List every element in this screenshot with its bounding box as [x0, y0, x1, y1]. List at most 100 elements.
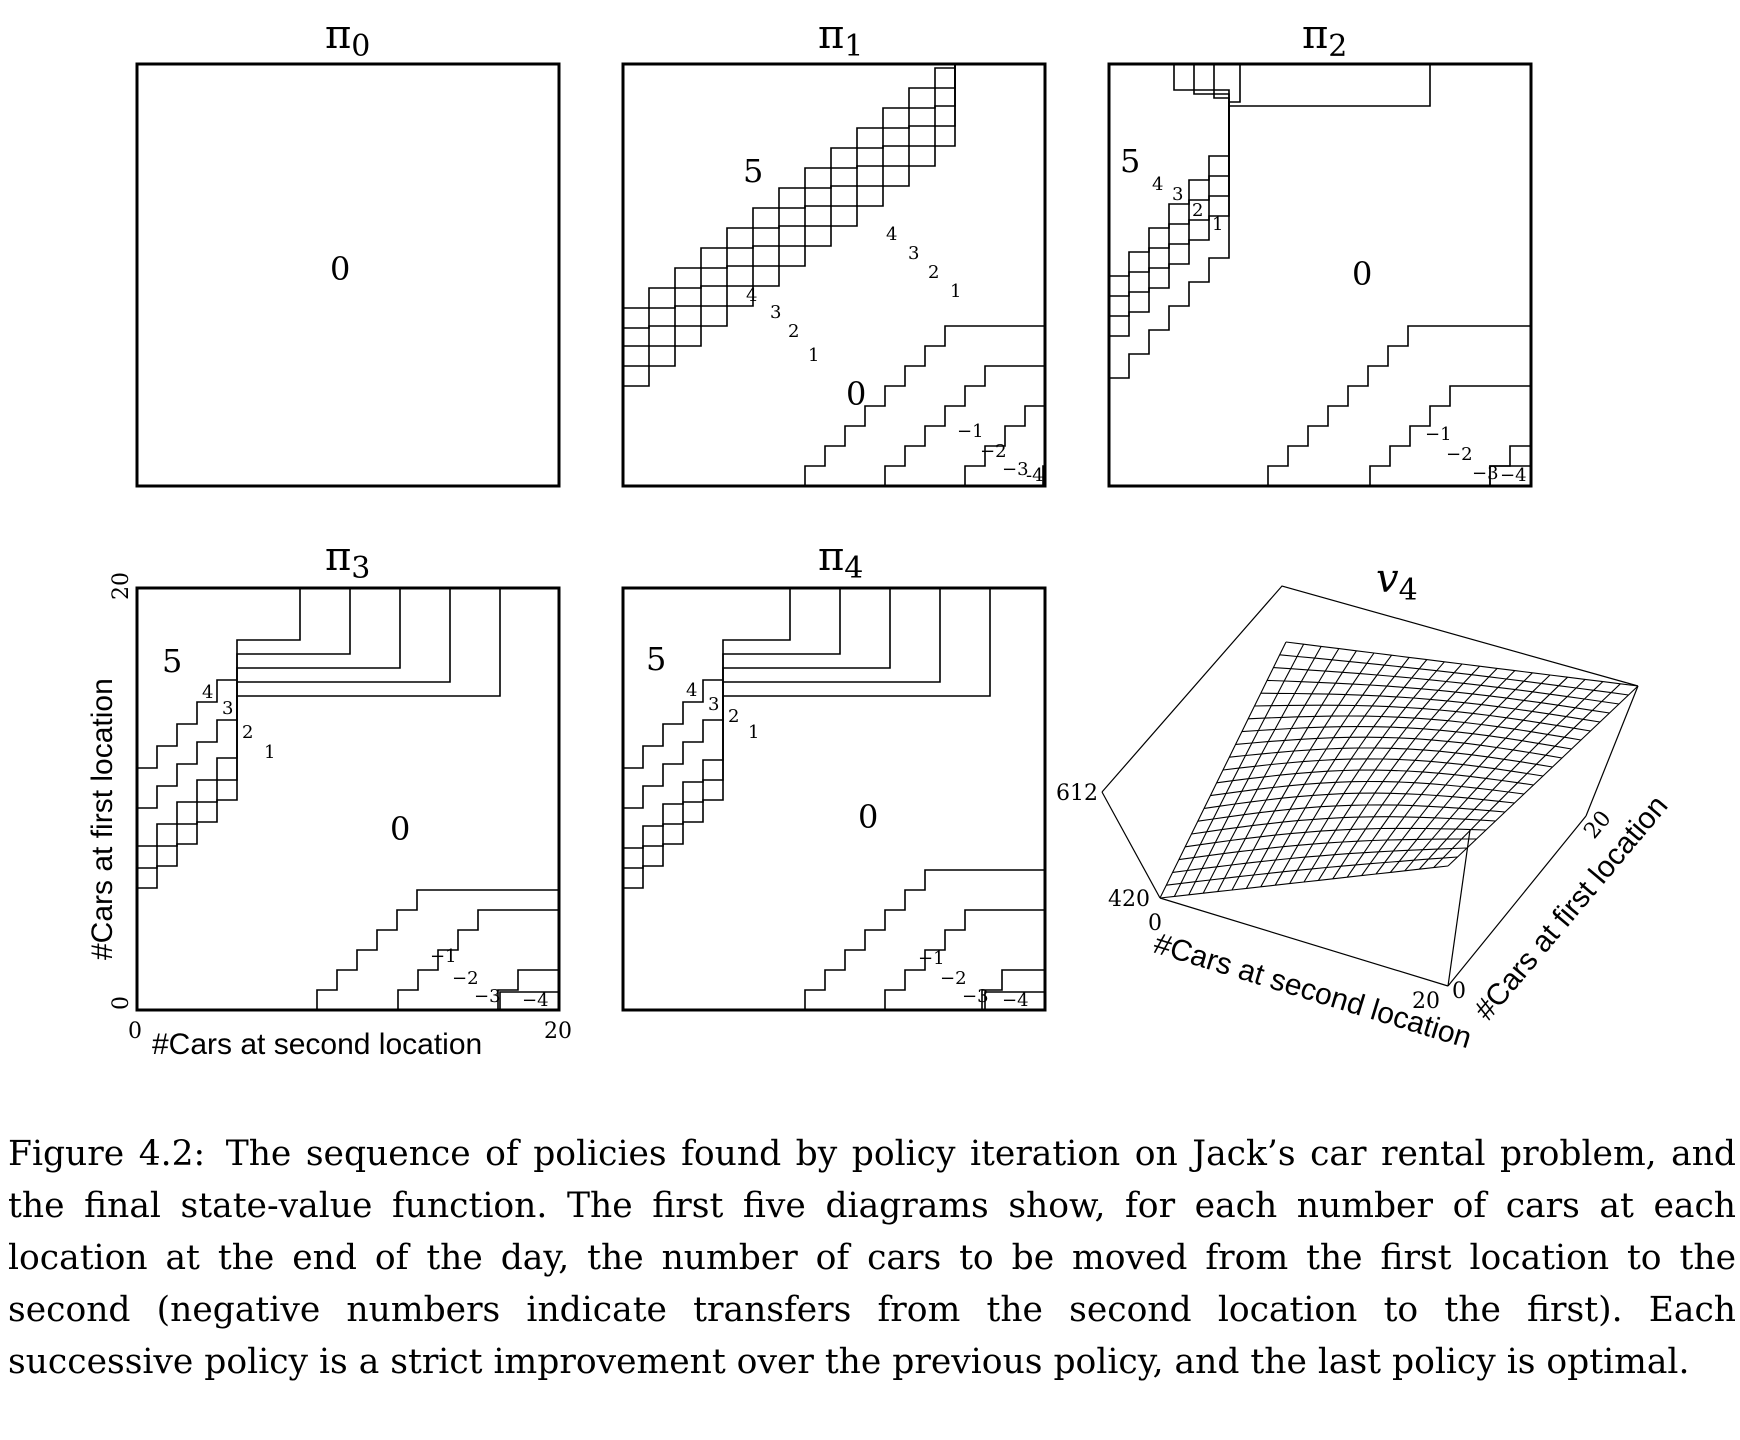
- mesh-line: [1229, 747, 1553, 768]
- y-tick-label: 20: [109, 572, 134, 600]
- mesh-line: [1389, 676, 1568, 873]
- surface-title: v4: [1376, 556, 1418, 608]
- panel-pi1: π1 5 0 4 3 2 1 4 3 2 1 −1 −2 −3 -4: [621, 12, 1047, 488]
- contour-line: [785, 325, 1045, 487]
- contour-label: 4: [686, 680, 697, 701]
- y-axis-label: #Cars at first location: [1468, 789, 1674, 1026]
- surface-v4: v4 612 420 0 20 0 20 #Cars at second loc…: [1056, 556, 1674, 1055]
- contour-line: [622, 588, 991, 910]
- contour-label: −1: [918, 948, 945, 969]
- policy-frame: [621, 62, 1047, 488]
- mesh-line: [1231, 652, 1375, 891]
- contour-line: [297, 889, 559, 1011]
- contour-line: [478, 969, 559, 1011]
- region-label: 0: [858, 798, 878, 836]
- x-tick-label: 20: [544, 1019, 572, 1044]
- x-axis-label: #Cars at second location: [152, 1028, 482, 1061]
- contour-label: −2: [1446, 444, 1473, 465]
- contour-line: [865, 909, 1045, 1011]
- contour-label: 4: [746, 285, 757, 306]
- y-tick-label: 0: [1452, 979, 1466, 1004]
- contour-label: 3: [222, 698, 233, 719]
- contour-label: −1: [957, 421, 984, 442]
- bounding-box-edge: [1585, 685, 1639, 817]
- contour-line: [1108, 64, 1241, 360]
- contour-label: −1: [430, 946, 457, 967]
- bounding-box-edge: [1447, 815, 1587, 987]
- contour-label: 3: [770, 302, 781, 323]
- contour-label: −4: [1500, 465, 1527, 486]
- bounding-box-edge: [1101, 585, 1639, 793]
- mesh-line: [1254, 704, 1591, 732]
- mesh-line: [1222, 758, 1544, 777]
- panel-pi4: π4 5 0 4 3 2 1 −1 −2 −3 −4: [621, 534, 1047, 1012]
- policy-contours: [622, 588, 1045, 1011]
- contour-line: [1108, 64, 1230, 340]
- mesh-line: [1279, 654, 1629, 696]
- region-label: 0: [390, 810, 410, 848]
- contour-line: [622, 588, 791, 790]
- mesh-line: [1248, 715, 1582, 741]
- mesh-line: [1375, 674, 1551, 875]
- contour-label: 1: [950, 281, 961, 302]
- policy-contours: [136, 588, 559, 1011]
- contour-line: [136, 588, 301, 790]
- contour-label: −3: [1002, 459, 1029, 480]
- contour-line: [1489, 465, 1531, 486]
- caption-text: The sequence of policies found by policy…: [8, 1134, 1737, 1382]
- policy-frame: [1107, 62, 1533, 488]
- panel-title: π2: [1302, 12, 1347, 64]
- contour-label: 4: [886, 224, 897, 245]
- panel-pi3: π3 5 0 4 3 2 1 −1 −2 −3 −4 #Cars at firs…: [86, 534, 572, 1061]
- panel-pi2: π2 5 0 4 3 2 1 −1 −2 −3 −4: [1107, 12, 1533, 488]
- panel-pi0: π0 0: [135, 12, 561, 488]
- z-tick-label: 612: [1056, 781, 1098, 806]
- contour-label: 3: [908, 243, 919, 264]
- contour-label: 1: [264, 742, 275, 763]
- mesh-line: [1204, 792, 1515, 809]
- region-label: 5: [646, 640, 666, 678]
- contour-line: [623, 64, 956, 387]
- region-label: 5: [162, 642, 182, 680]
- policy-frame: [621, 586, 1047, 1012]
- contour-label: −4: [522, 990, 549, 1011]
- policy-contours: [1108, 64, 1531, 487]
- figure-caption: Figure 4.2: The sequence of policies fou…: [8, 1128, 1736, 1388]
- contour-label: 3: [708, 694, 719, 715]
- mesh-line: [1404, 679, 1586, 872]
- mesh-line: [1235, 736, 1563, 759]
- policy-contours: [623, 64, 1045, 487]
- region-label: 0: [330, 250, 350, 288]
- mesh-line: [1260, 657, 1410, 888]
- panel-title: π3: [325, 534, 370, 586]
- contour-label: 2: [1192, 200, 1203, 221]
- bounding-box-edge: [1447, 829, 1471, 987]
- region-label: 0: [1352, 255, 1372, 293]
- mesh-line: [1317, 665, 1480, 881]
- contour-label: −1: [1425, 424, 1452, 445]
- x-tick-label: 0: [1148, 911, 1162, 936]
- contour-label: 1: [1212, 214, 1223, 235]
- policy-frame: [135, 586, 561, 1012]
- mesh-line: [1260, 692, 1601, 723]
- contour-line: [1023, 465, 1045, 487]
- contour-line: [136, 588, 351, 830]
- mesh-line: [1418, 681, 1604, 870]
- contour-line: [962, 969, 1045, 1011]
- contour-line: [1248, 325, 1531, 487]
- contour-label: −3: [474, 986, 501, 1007]
- surface-mesh: [1159, 641, 1639, 899]
- contour-line: [623, 64, 956, 347]
- mesh-line: [1332, 668, 1498, 880]
- contour-label: 2: [928, 262, 939, 283]
- mesh-line: [1267, 679, 1610, 714]
- contour-label: 4: [202, 682, 213, 703]
- z-tick-label: 420: [1108, 887, 1150, 912]
- mesh-line: [1346, 670, 1516, 878]
- contour-line: [984, 991, 1045, 1010]
- contour-label: −4: [1002, 990, 1029, 1011]
- mesh-line: [1273, 667, 1620, 705]
- bounding-box-edge: [1159, 897, 1449, 987]
- mesh-line: [1241, 726, 1572, 750]
- region-label: 0: [846, 375, 866, 413]
